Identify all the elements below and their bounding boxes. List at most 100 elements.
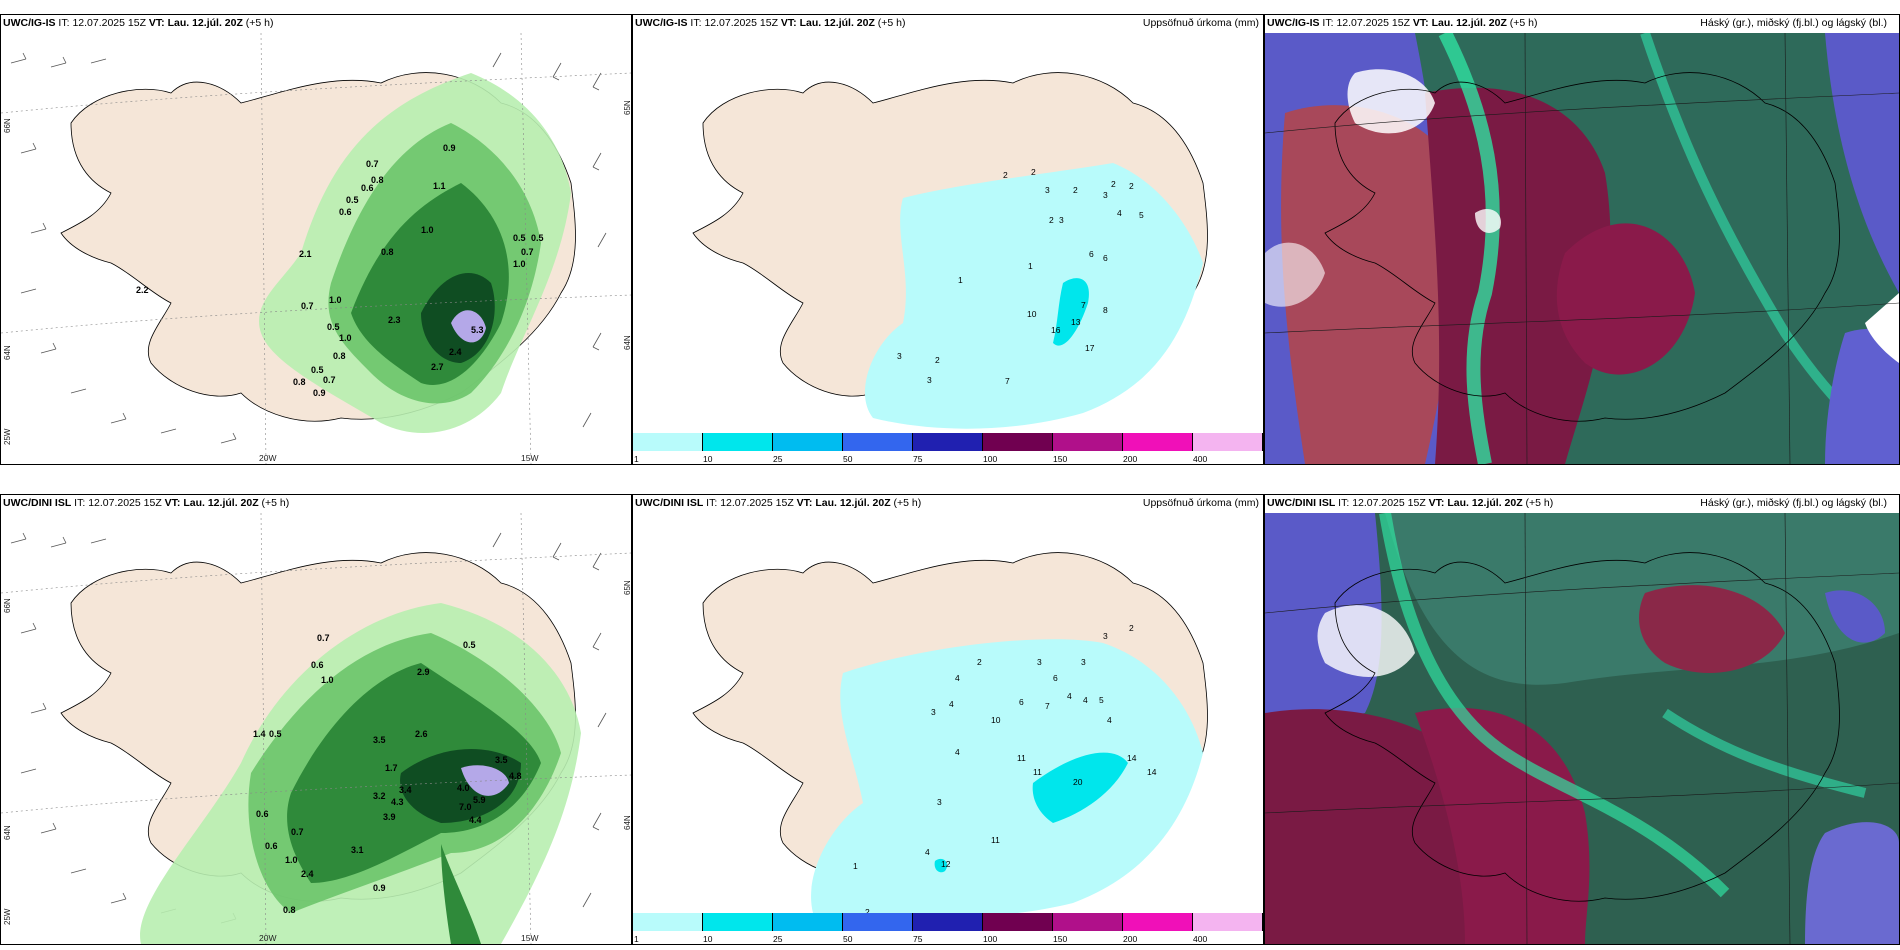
svg-text:2.4: 2.4	[301, 869, 314, 879]
lon-label-20w: 20W	[259, 933, 276, 943]
svg-text:2.1: 2.1	[299, 249, 312, 259]
panel-header: UWC/IG-IS IT: 12.07.2025 15Z VT: Lau. 12…	[1267, 17, 1538, 29]
colorbar-tick: 1	[634, 454, 639, 464]
svg-text:1.0: 1.0	[513, 259, 526, 269]
lat-label-25w: 25W	[3, 428, 12, 445]
svg-text:7: 7	[1045, 701, 1050, 711]
colorbar-tick: 400	[1193, 934, 1208, 944]
svg-text:3: 3	[1045, 185, 1050, 195]
svg-text:3: 3	[1103, 631, 1108, 641]
colorbar-bin-1	[633, 433, 703, 451]
svg-text:3.4: 3.4	[399, 785, 412, 795]
svg-text:0.7: 0.7	[521, 247, 534, 257]
svg-text:4.4: 4.4	[469, 815, 482, 825]
colorbar-bin-400	[1193, 913, 1263, 931]
svg-text:11: 11	[991, 835, 1000, 845]
svg-text:0.7: 0.7	[301, 301, 314, 311]
svg-text:2: 2	[977, 657, 982, 667]
svg-text:11: 11	[1033, 767, 1042, 777]
lon-label-15w: 15W	[521, 933, 538, 943]
svg-text:5: 5	[1099, 695, 1104, 705]
lat-label-65n: 65N	[623, 580, 632, 595]
svg-text:12: 12	[941, 859, 951, 869]
lat-label-64n-right: 64N	[623, 815, 632, 830]
colorbar-tick: 150	[1053, 934, 1068, 944]
svg-text:3.1: 3.1	[351, 845, 364, 855]
panel-title: Háský (gr.), miðský (fj.bl.) og lágský (…	[1700, 497, 1887, 509]
svg-text:2.3: 2.3	[388, 315, 401, 325]
svg-text:2: 2	[1129, 181, 1134, 191]
svg-text:3: 3	[1103, 190, 1108, 200]
accum-values: 2 2 3 2 4 5 2 3 3 2 2 1 1 6 6 7 10 16 17…	[897, 167, 1144, 386]
svg-text:4: 4	[955, 747, 960, 757]
svg-text:0.9: 0.9	[443, 143, 456, 153]
svg-text:2: 2	[1129, 623, 1134, 633]
svg-text:6: 6	[1103, 253, 1108, 263]
svg-text:3.9: 3.9	[383, 812, 396, 822]
panel-title: Háský (gr.), miðský (fj.bl.) og lágský (…	[1700, 17, 1887, 29]
svg-text:17: 17	[1085, 343, 1095, 353]
panel-header: UWC/DINI ISL IT: 12.07.2025 15Z VT: Lau.…	[1267, 497, 1554, 509]
svg-text:4: 4	[1107, 715, 1112, 725]
colorbar-bin-10	[703, 913, 773, 931]
colorbar-bin-10	[703, 433, 773, 451]
accum-shading	[864, 163, 1203, 429]
svg-text:6: 6	[1089, 249, 1094, 259]
svg-text:0.5: 0.5	[463, 640, 476, 650]
svg-text:0.5: 0.5	[531, 233, 544, 243]
svg-text:2.9: 2.9	[417, 667, 430, 677]
svg-text:0.8: 0.8	[333, 351, 346, 361]
svg-text:1: 1	[958, 275, 963, 285]
svg-text:1: 1	[853, 861, 858, 871]
svg-text:3: 3	[931, 707, 936, 717]
svg-text:4: 4	[1083, 695, 1088, 705]
svg-text:1.0: 1.0	[285, 855, 298, 865]
colorbar: 1 10 25 50 75 100 150 200 400	[633, 913, 1263, 944]
colorbar-tick: 75	[913, 454, 923, 464]
accum-values: 3 2 2 3 6 3 4 3 4 4 4 5 7 6 4 10 11 11 1…	[853, 623, 1157, 917]
precip-wind-map: 0.9 0.6 0.7 0.8 0.5 0.6 1.0 0.8 1.1 2.1 …	[1, 33, 631, 464]
svg-text:2.2: 2.2	[136, 285, 149, 295]
accum-precip-map: 2 2 3 2 4 5 2 3 3 2 2 1 1 6 6 7 10 16 17…	[692, 72, 1208, 429]
precip-shading	[140, 603, 581, 944]
colorbar-tick: 50	[843, 934, 853, 944]
svg-text:1: 1	[1028, 261, 1033, 271]
panel-header: UWC/IG-IS IT: 12.07.2025 15Z VT: Lau. 12…	[3, 17, 274, 29]
cloud-cover-map	[1265, 513, 1899, 944]
svg-text:7: 7	[1081, 300, 1086, 310]
lat-label-66n: 66N	[3, 598, 12, 613]
svg-text:16: 16	[1051, 325, 1061, 335]
svg-text:0.9: 0.9	[313, 388, 326, 398]
svg-text:3: 3	[897, 351, 902, 361]
svg-text:4: 4	[1067, 691, 1072, 701]
svg-text:0.5: 0.5	[269, 729, 282, 739]
colorbar-tick: 400	[1193, 454, 1208, 464]
colorbar-bin-75	[913, 433, 983, 451]
lat-label-66n: 66N	[3, 118, 12, 133]
panel-header: UWC/IG-IS IT: 12.07.2025 15Z VT: Lau. 12…	[635, 17, 906, 29]
svg-text:3.5: 3.5	[495, 755, 508, 765]
lat-label-64n-right: 64N	[623, 335, 632, 350]
panel-title: Uppsöfnuð úrkoma (mm)	[1142, 497, 1259, 509]
svg-text:0.8: 0.8	[293, 377, 306, 387]
svg-text:0.6: 0.6	[265, 841, 278, 851]
svg-text:3.2: 3.2	[373, 791, 386, 801]
svg-text:2.4: 2.4	[449, 347, 462, 357]
svg-text:4.0: 4.0	[457, 783, 470, 793]
svg-text:3: 3	[927, 375, 932, 385]
svg-text:8: 8	[1103, 305, 1108, 315]
svg-text:1.0: 1.0	[339, 333, 352, 343]
colorbar-bin-25	[773, 913, 843, 931]
svg-text:2: 2	[1003, 170, 1008, 180]
colorbar-bin-200	[1123, 913, 1193, 931]
svg-text:4.8: 4.8	[509, 771, 522, 781]
colorbar-tick: 100	[983, 454, 998, 464]
svg-text:0.8: 0.8	[283, 905, 296, 915]
precip-shading	[259, 73, 571, 433]
colorbar-bin-1	[633, 913, 703, 931]
colorbar: 1 10 25 50 75 100 150 200 400	[633, 433, 1263, 464]
svg-text:4: 4	[949, 699, 954, 709]
lat-label-64n: 64N	[3, 345, 12, 360]
lat-label-25w: 25W	[3, 908, 12, 925]
panel-title: Uppsöfnuð úrkoma (mm)	[1142, 17, 1259, 29]
